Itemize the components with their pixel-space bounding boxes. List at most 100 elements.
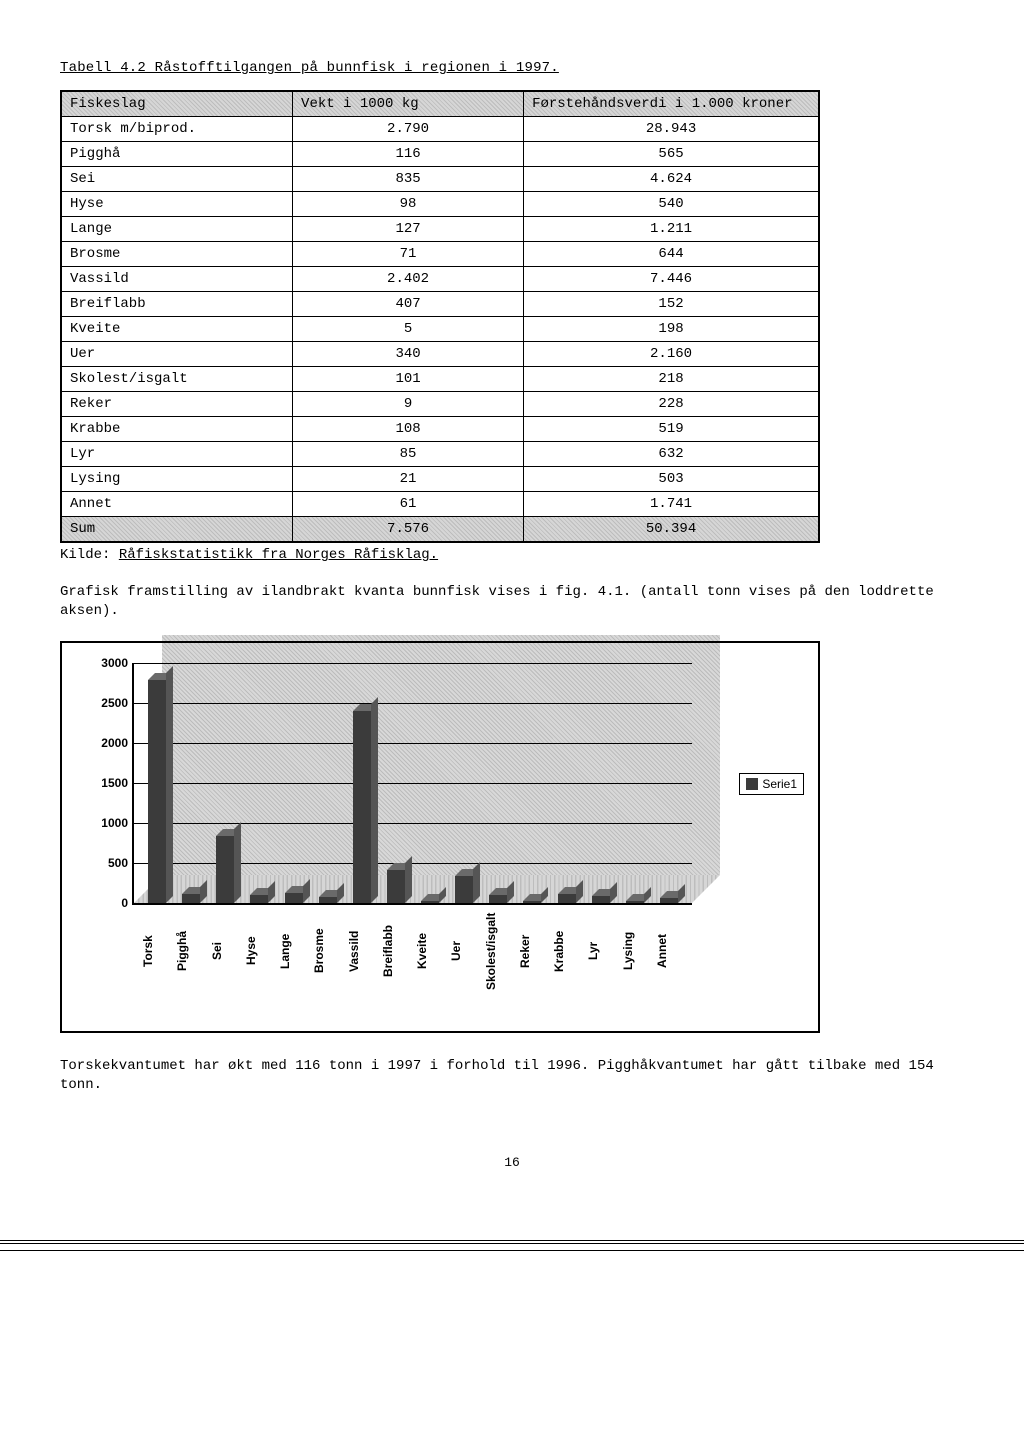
cell-verdi: 228	[524, 392, 819, 417]
bar-wrap	[382, 870, 410, 903]
cell-name: Annet	[61, 492, 293, 517]
bar	[421, 901, 439, 903]
bar	[319, 897, 337, 903]
bar-wrap	[484, 895, 512, 903]
table-row: Vassild2.4027.446	[61, 267, 819, 292]
cell-vekt: 21	[293, 467, 524, 492]
bar-wrap	[416, 901, 444, 903]
cell-verdi: 152	[524, 292, 819, 317]
cell-name: Lyr	[61, 442, 293, 467]
bar-wrap	[518, 901, 546, 903]
chart-legend: Serie1	[739, 773, 804, 795]
cell-sum-verdi: 50.394	[524, 517, 819, 543]
cell-name: Vassild	[61, 267, 293, 292]
x-axis-labels: TorskPigghåSeiHyseLangeBrosmeVassildBrei…	[132, 905, 692, 991]
bar-wrap	[211, 836, 239, 903]
y-tick-label: 2000	[84, 736, 128, 750]
y-tick-label: 3000	[84, 656, 128, 670]
legend-swatch-icon	[746, 778, 758, 790]
table-row: Skolest/isgalt101218	[61, 367, 819, 392]
x-tick-label: Skolest/isgalt	[484, 911, 512, 991]
x-tick-label: Lange	[278, 911, 306, 991]
bar	[455, 876, 473, 903]
x-tick-label: Vassild	[347, 911, 375, 991]
table-sum-row: Sum7.57650.394	[61, 517, 819, 543]
y-tick-label: 2500	[84, 696, 128, 710]
bar-wrap	[280, 893, 308, 903]
th-fiskeslag: Fiskeslag	[61, 91, 293, 117]
cell-vekt: 9	[293, 392, 524, 417]
chart-container: 050010001500200025003000 TorskPigghåSeiH…	[60, 641, 820, 1033]
cell-verdi: 540	[524, 192, 819, 217]
plot-area: 050010001500200025003000	[132, 663, 692, 905]
bar-wrap	[177, 894, 205, 903]
x-tick-label: Kveite	[415, 911, 443, 991]
cell-name: Skolest/isgalt	[61, 367, 293, 392]
cell-name: Uer	[61, 342, 293, 367]
bar	[387, 870, 405, 903]
cell-verdi: 632	[524, 442, 819, 467]
bar	[626, 901, 644, 903]
cell-vekt: 85	[293, 442, 524, 467]
table-row: Pigghå116565	[61, 142, 819, 167]
page-number: 16	[60, 1155, 964, 1170]
table-row: Lysing21503	[61, 467, 819, 492]
table-row: Lange1271.211	[61, 217, 819, 242]
cell-vekt: 5	[293, 317, 524, 342]
cell-name: Breiflabb	[61, 292, 293, 317]
x-tick-label: Pigghå	[175, 911, 203, 991]
table-row: Hyse98540	[61, 192, 819, 217]
x-tick-label: Lysing	[621, 911, 649, 991]
page-bottom-rule	[0, 1240, 1024, 1251]
table-row: Reker9228	[61, 392, 819, 417]
cell-verdi: 198	[524, 317, 819, 342]
cell-vekt: 98	[293, 192, 524, 217]
bar-wrap	[553, 894, 581, 903]
bar	[182, 894, 200, 903]
bar	[660, 898, 678, 903]
table-row: Lyr85632	[61, 442, 819, 467]
y-tick-label: 500	[84, 856, 128, 870]
cell-verdi: 7.446	[524, 267, 819, 292]
table-row: Uer3402.160	[61, 342, 819, 367]
bar-wrap	[348, 711, 376, 903]
cell-sum-name: Sum	[61, 517, 293, 543]
cell-vekt: 2.790	[293, 117, 524, 142]
bar	[489, 895, 507, 903]
bar-wrap	[245, 895, 273, 903]
bar-wrap	[655, 898, 683, 903]
bar	[592, 896, 610, 903]
x-tick-label: Reker	[518, 911, 546, 991]
bar-wrap	[621, 901, 649, 903]
cell-vekt: 340	[293, 342, 524, 367]
x-tick-label: Annet	[655, 911, 683, 991]
th-verdi: Førstehåndsverdi i 1.000 kroner	[524, 91, 819, 117]
cell-vekt: 127	[293, 217, 524, 242]
cell-verdi: 565	[524, 142, 819, 167]
cell-vekt: 108	[293, 417, 524, 442]
footer-paragraph: Torskekvantumet har økt med 116 tonn i 1…	[60, 1057, 964, 1095]
cell-vekt: 101	[293, 367, 524, 392]
chart-intro-paragraph: Grafisk framstilling av ilandbrakt kvant…	[60, 583, 964, 621]
cell-verdi: 644	[524, 242, 819, 267]
table-source: Kilde: Råfiskstatistikk fra Norges Råfis…	[60, 547, 964, 563]
cell-name: Hyse	[61, 192, 293, 217]
cell-verdi: 519	[524, 417, 819, 442]
x-tick-label: Lyr	[586, 911, 614, 991]
x-tick-label: Krabbe	[552, 911, 580, 991]
bar	[353, 711, 371, 903]
y-tick-label: 1000	[84, 816, 128, 830]
cell-verdi: 218	[524, 367, 819, 392]
cell-name: Torsk m/biprod.	[61, 117, 293, 142]
cell-name: Krabbe	[61, 417, 293, 442]
bar	[250, 895, 268, 903]
source-text: Råfiskstatistikk fra Norges Råfisklag.	[119, 547, 438, 563]
bar-wrap	[143, 680, 171, 903]
cell-name: Lysing	[61, 467, 293, 492]
cell-vekt: 71	[293, 242, 524, 267]
y-tick-label: 0	[84, 896, 128, 910]
cell-verdi: 4.624	[524, 167, 819, 192]
source-prefix: Kilde:	[60, 547, 119, 563]
table-row: Krabbe108519	[61, 417, 819, 442]
cell-name: Pigghå	[61, 142, 293, 167]
